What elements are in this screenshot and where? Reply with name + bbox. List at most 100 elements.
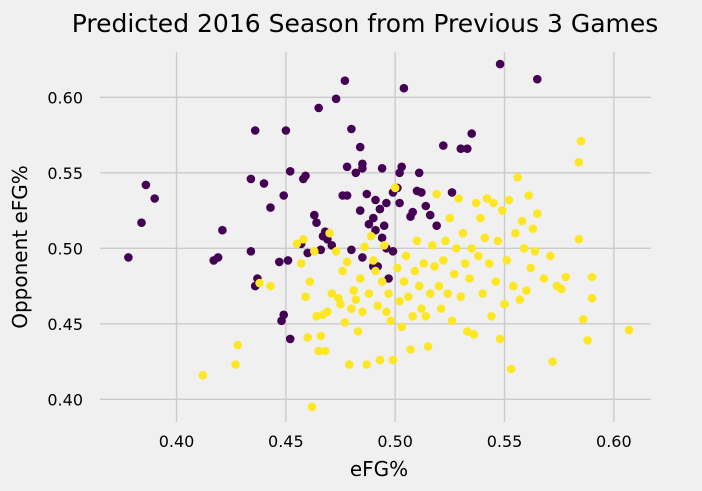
scatter-point-series-1 bbox=[517, 216, 527, 226]
scatter-point-series-0 bbox=[285, 334, 295, 344]
chart-title: Predicted 2016 Season from Previous 3 Ga… bbox=[72, 9, 659, 38]
scatter-point-series-1 bbox=[364, 289, 374, 298]
scatter-point-series-0 bbox=[358, 164, 367, 173]
scatter-point-series-0 bbox=[358, 253, 367, 262]
scatter-point-series-1 bbox=[454, 194, 463, 203]
scatter-point-series-1 bbox=[406, 345, 415, 354]
x-tick-label: 0.50 bbox=[377, 432, 413, 451]
scatter-point-series-0 bbox=[379, 221, 389, 230]
scatter-point-series-0 bbox=[213, 253, 223, 262]
scatter-point-series-1 bbox=[530, 247, 540, 256]
scatter-point-series-0 bbox=[371, 195, 380, 205]
scatter-point-series-0 bbox=[285, 167, 295, 176]
scatter-point-series-1 bbox=[423, 342, 433, 351]
scatter-point-series-1 bbox=[371, 266, 380, 276]
scatter-point-series-0 bbox=[314, 103, 324, 113]
scatter-point-series-1 bbox=[320, 346, 330, 356]
scatter-point-series-1 bbox=[441, 236, 450, 246]
scatter-point-series-0 bbox=[382, 198, 391, 208]
scatter-point-series-1 bbox=[515, 295, 525, 305]
scatter-point-series-0 bbox=[439, 141, 448, 150]
scatter-point-series-1 bbox=[539, 274, 549, 283]
scatter-point-series-1 bbox=[307, 402, 317, 412]
scatter-point-series-1 bbox=[327, 289, 337, 298]
scatter-point-series-1 bbox=[296, 259, 306, 268]
scatter-point-series-1 bbox=[467, 244, 477, 253]
scatter-point-series-0 bbox=[310, 210, 319, 220]
scatter-point-series-0 bbox=[425, 210, 435, 220]
scatter-point-series-0 bbox=[355, 206, 365, 215]
scatter-point-series-0 bbox=[327, 241, 337, 250]
scatter-point-series-0 bbox=[259, 179, 269, 188]
scatter-point-series-1 bbox=[476, 213, 485, 223]
scatter-point-series-0 bbox=[399, 83, 409, 93]
scatter-point-series-1 bbox=[449, 269, 459, 279]
scatter-point-series-0 bbox=[331, 94, 341, 104]
scatter-point-series-1 bbox=[351, 295, 361, 305]
scatter-point-series-1 bbox=[419, 259, 428, 268]
scatter-point-series-1 bbox=[310, 247, 319, 256]
scatter-point-series-1 bbox=[342, 257, 352, 267]
data-points bbox=[124, 59, 634, 412]
scatter-point-series-1 bbox=[495, 334, 505, 344]
scatter-point-series-0 bbox=[246, 174, 256, 184]
scatter-point-series-1 bbox=[482, 194, 492, 203]
scatter-point-series-1 bbox=[377, 277, 387, 286]
y-tick-label: 0.50 bbox=[47, 239, 83, 258]
scatter-point-series-1 bbox=[414, 281, 424, 291]
scatter-point-series-0 bbox=[414, 168, 424, 178]
scatter-point-series-0 bbox=[303, 248, 313, 258]
scatter-point-series-1 bbox=[233, 340, 243, 350]
scatter-point-series-1 bbox=[305, 277, 315, 286]
scatter-point-series-1 bbox=[390, 183, 400, 193]
scatter-point-series-1 bbox=[379, 241, 389, 250]
scatter-point-series-1 bbox=[323, 307, 332, 317]
scatter-point-series-0 bbox=[377, 164, 387, 173]
scatter-point-series-0 bbox=[283, 256, 293, 265]
scatter-point-series-1 bbox=[316, 331, 326, 341]
scatter-point-series-1 bbox=[417, 304, 426, 314]
scatter-point-series-1 bbox=[393, 263, 402, 273]
scatter-point-series-1 bbox=[583, 336, 592, 345]
scatter-point-series-0 bbox=[371, 225, 380, 235]
scatter-point-series-1 bbox=[428, 241, 437, 250]
scatter-point-series-0 bbox=[150, 194, 159, 203]
scatter-point-series-1 bbox=[421, 312, 431, 321]
scatter-point-series-1 bbox=[443, 289, 453, 298]
scatter-point-series-1 bbox=[386, 316, 396, 326]
scatter-point-series-1 bbox=[375, 355, 385, 365]
scatter-point-series-1 bbox=[522, 286, 531, 295]
scatter-point-series-0 bbox=[388, 247, 398, 256]
scatter-point-series-1 bbox=[338, 266, 348, 276]
scatter-point-series-1 bbox=[401, 251, 411, 261]
scatter-point-series-1 bbox=[491, 277, 501, 286]
scatter-point-series-1 bbox=[513, 173, 522, 182]
scatter-point-series-1 bbox=[425, 289, 435, 298]
scatter-point-series-1 bbox=[484, 259, 494, 268]
scatter-point-series-1 bbox=[410, 266, 420, 276]
scatter-point-series-1 bbox=[314, 346, 324, 356]
scatter-point-series-0 bbox=[342, 191, 352, 200]
scatter-point-series-1 bbox=[369, 256, 378, 265]
scatter-point-series-1 bbox=[500, 299, 509, 309]
scatter-point-series-0 bbox=[421, 201, 431, 211]
scatter-point-series-1 bbox=[408, 312, 418, 321]
scatter-point-series-0 bbox=[316, 245, 326, 255]
scatter-point-series-0 bbox=[397, 162, 407, 172]
scatter-point-series-1 bbox=[347, 304, 356, 314]
scatter-point-series-1 bbox=[504, 195, 514, 205]
scatter-point-series-1 bbox=[231, 360, 240, 369]
scatter-point-series-1 bbox=[353, 327, 363, 336]
scatter-point-series-0 bbox=[377, 233, 387, 243]
scatter-point-series-1 bbox=[382, 307, 391, 317]
scatter-point-series-1 bbox=[373, 301, 383, 311]
scatter-point-series-1 bbox=[487, 312, 496, 321]
scatter-point-series-1 bbox=[388, 355, 398, 365]
scatter-point-series-1 bbox=[526, 263, 535, 273]
scatter-point-series-0 bbox=[362, 189, 372, 199]
scatter-point-series-1 bbox=[434, 281, 444, 291]
scatter-point-series-1 bbox=[436, 304, 446, 314]
scatter-point-series-1 bbox=[456, 292, 466, 302]
